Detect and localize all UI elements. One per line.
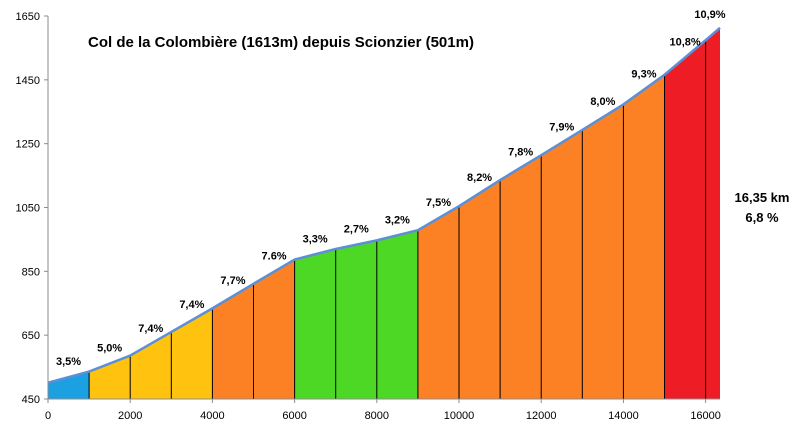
segment-7 bbox=[294, 248, 336, 399]
segment-5 bbox=[212, 283, 254, 399]
x-tick-label: 2000 bbox=[118, 410, 142, 422]
segment-16 bbox=[664, 40, 706, 400]
grade-label: 7,8% bbox=[508, 147, 533, 159]
segment-15 bbox=[623, 74, 665, 399]
segment-6 bbox=[253, 259, 295, 399]
grade-label: 8,0% bbox=[590, 96, 615, 108]
y-tick-label: 850 bbox=[22, 266, 40, 278]
x-tick-label: 10000 bbox=[444, 410, 475, 422]
segment-13 bbox=[541, 129, 583, 399]
segment-1 bbox=[48, 371, 90, 399]
y-tick-label: 1050 bbox=[16, 203, 40, 215]
grade-label: 2,7% bbox=[344, 224, 369, 236]
segment-8 bbox=[335, 240, 377, 399]
profile-line bbox=[47, 26, 721, 384]
y-tick-label: 1250 bbox=[16, 139, 40, 151]
grade-label: 7,9% bbox=[549, 122, 574, 134]
grade-label: 10,8% bbox=[669, 36, 700, 48]
segment-2 bbox=[89, 355, 131, 399]
grade-label: 3,5% bbox=[56, 356, 81, 368]
x-tick-label: 14000 bbox=[608, 410, 639, 422]
summary-average-grade: 6,8 % bbox=[745, 210, 779, 225]
x-tick-label: 8000 bbox=[365, 410, 389, 422]
segment-9 bbox=[376, 230, 418, 399]
segment-4 bbox=[171, 308, 213, 399]
x-tick-label: 12000 bbox=[526, 410, 557, 422]
grade-label: 8,2% bbox=[467, 172, 492, 184]
x-tick-label: 4000 bbox=[200, 410, 224, 422]
grade-label: 7,4% bbox=[138, 323, 163, 335]
y-tick-label: 1650 bbox=[16, 11, 40, 23]
grade-label: 9,3% bbox=[631, 69, 656, 81]
grade-label: 7,7% bbox=[220, 275, 245, 287]
axes: 450 650 850 1050 1250 1450 1650 0 2000 4000 6000 80… bbox=[16, 11, 721, 422]
segment-17 bbox=[705, 27, 720, 399]
y-tick-label: 450 bbox=[22, 394, 40, 406]
chart-title: Col de la Colombière (1613m) depuis Scio… bbox=[88, 34, 474, 51]
x-tick-label: 0 bbox=[45, 410, 51, 422]
grade-label: 10,9% bbox=[694, 9, 725, 21]
segment-11 bbox=[459, 180, 501, 399]
x-tick-label: 16000 bbox=[690, 410, 721, 422]
x-tick-label: 6000 bbox=[282, 410, 306, 422]
segment-3 bbox=[130, 331, 172, 399]
grade-label: 3,2% bbox=[385, 214, 410, 226]
grade-label: 7.6% bbox=[262, 251, 287, 263]
plot-area bbox=[47, 26, 721, 400]
grade-label: 3,3% bbox=[303, 233, 328, 245]
segment-12 bbox=[500, 155, 542, 399]
grade-label: 5,0% bbox=[97, 343, 122, 355]
y-tick-label: 1450 bbox=[16, 75, 40, 87]
segment-14 bbox=[582, 104, 624, 399]
summary-distance: 16,35 km bbox=[735, 190, 790, 205]
grade-label: 7,5% bbox=[426, 197, 451, 209]
grade-labels: 3,5% 5,0% 7,4% 7,4% 7,7% 7.6% 3,3% 2,7% 3,2% 7,5%… bbox=[56, 9, 726, 368]
y-tick-label: 650 bbox=[22, 330, 40, 342]
segment-10 bbox=[417, 206, 460, 399]
grade-label: 7,4% bbox=[179, 299, 204, 311]
